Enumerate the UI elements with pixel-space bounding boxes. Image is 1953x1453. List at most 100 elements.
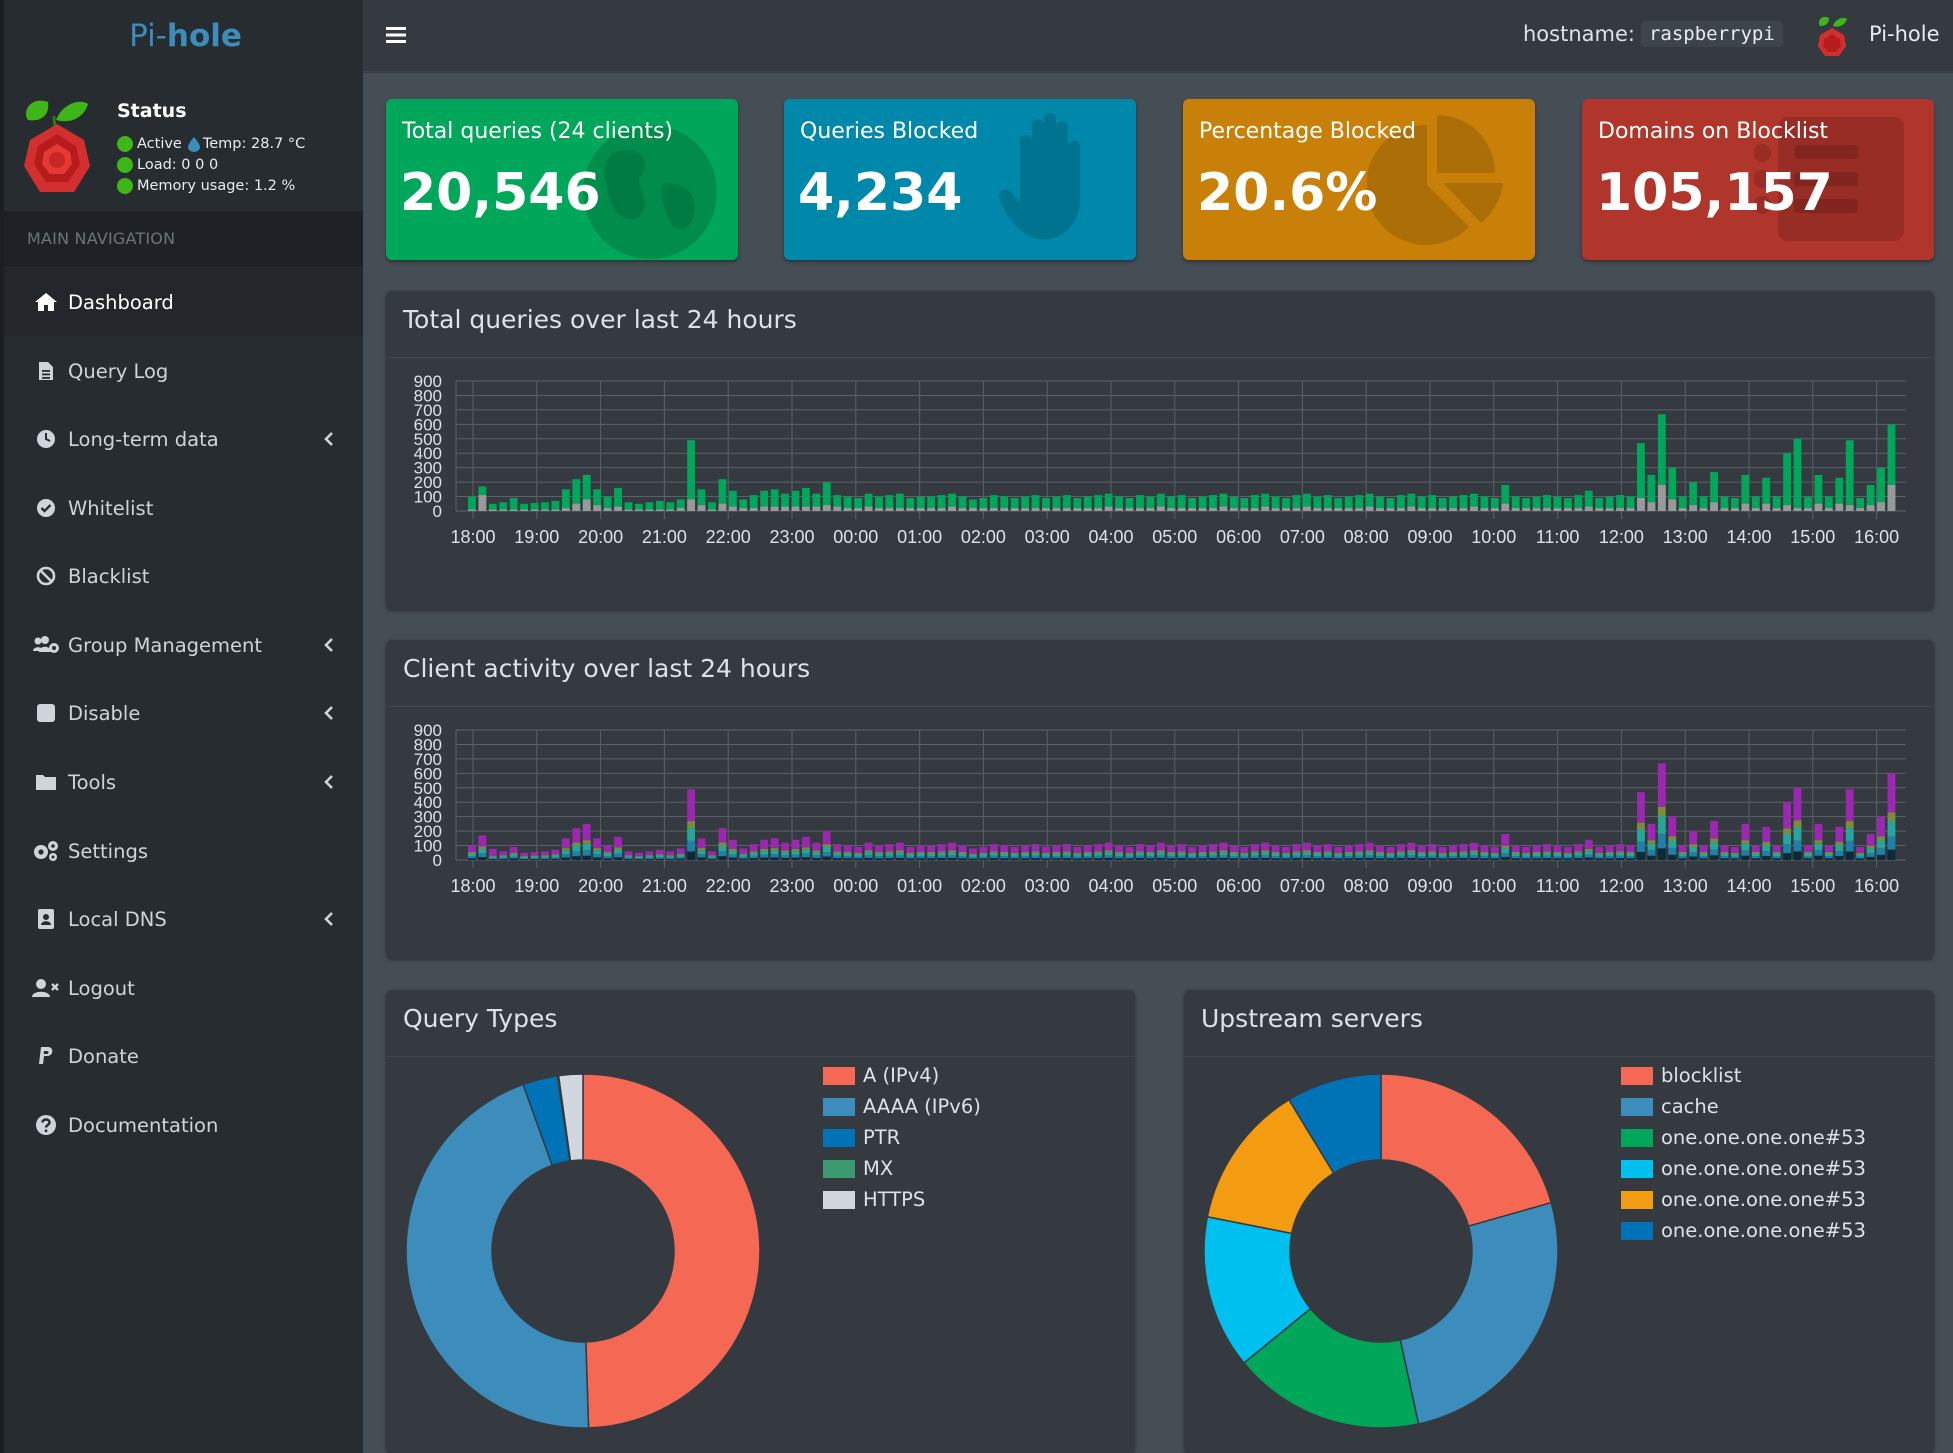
bar-permitted [708,502,716,511]
bar-client-segment [603,852,612,854]
legend-item[interactable]: AAAA (IPv6) [823,1091,981,1122]
legend-item[interactable]: one.one.one.one#53 [1621,1215,1866,1246]
bar-client-segment [1167,858,1176,860]
legend-item[interactable]: PTR [823,1122,981,1153]
sidebar-item-local-dns[interactable]: Local DNS [4,885,367,953]
sidebar-item-donate[interactable]: Donate [4,1022,367,1090]
bar-client-segment [624,856,633,858]
pie-chart-icon [1367,115,1503,245]
sidebar-item-dashboard[interactable]: Dashboard [4,268,367,336]
legend-item[interactable]: cache [1621,1091,1866,1122]
bar-client-segment [1042,852,1050,855]
legend-item[interactable]: HTTPS [823,1184,981,1215]
hamburger-menu-icon[interactable] [385,24,407,46]
bar-client-segment [885,858,894,860]
sidebar-item-long-term-data[interactable]: Long-term data [4,405,367,473]
bar-client-segment [561,857,570,860]
user-menu-link[interactable]: Pi-hole [1869,22,1940,46]
sidebar-item-blacklist[interactable]: Blacklist [4,542,367,610]
percentage-blocked-box[interactable]: Percentage Blocked 20.6% [1183,99,1535,260]
bar-blocked [1720,508,1729,511]
bar-client-segment [1459,851,1468,853]
bar-blocked [906,508,915,511]
bar-client-segment [864,842,873,851]
sidebar-item-disable[interactable]: Disable [4,679,367,747]
bar-permitted [1250,495,1259,511]
total-queries-box[interactable]: Total queries (24 clients) 20,546 [386,99,738,260]
bar-permitted [718,479,727,511]
bar-client-segment [1522,856,1531,859]
domains-blocklist-box[interactable]: Domains on Blocklist 105,157 [1582,99,1934,260]
bar-client-segment [1031,855,1040,859]
sidebar-item-settings[interactable]: Settings [4,817,367,885]
bar-client-segment [1052,858,1061,860]
sidebar-item-tools[interactable]: Tools [4,748,367,816]
x-tick-label: 20:00 [578,527,623,547]
x-tick-label: 07:00 [1280,876,1325,896]
bar-permitted [749,495,758,511]
bar-client-segment [1637,829,1645,842]
bar-client-segment [1595,854,1604,857]
brand-logo-link[interactable]: Pi-hole [4,0,367,72]
bar-permitted [948,493,956,511]
total-queries-value: 20,546 [400,163,601,223]
sidebar-item-documentation[interactable]: Documentation [4,1091,367,1159]
user-avatar-icon[interactable] [1815,14,1849,58]
bar-client-segment [1877,836,1885,841]
bar-client-segment [1146,845,1155,853]
sidebar: Pi-hole Status Active Temp: 28.7 °C Load… [0,0,367,1453]
bar-client-segment [708,851,716,856]
bar-permitted [1438,498,1447,511]
bar-client-segment [1271,858,1280,860]
legend-item[interactable]: A (IPv4) [823,1060,981,1091]
y-tick-label: 700 [414,750,442,769]
bar-client-segment [1647,840,1656,844]
bar-permitted [687,440,696,511]
sidebar-item-whitelist[interactable]: Whitelist [4,474,367,542]
bar-client-segment [854,852,863,855]
bar-client-segment [1386,847,1395,853]
bar-client-segment [958,858,967,860]
y-tick-label: 500 [414,430,442,449]
legend-label: MX [863,1157,894,1180]
legend-item[interactable]: one.one.one.one#53 [1621,1122,1866,1153]
queries-blocked-box[interactable]: Queries Blocked 4,234 [784,99,1136,260]
legend-item[interactable]: blocklist [1621,1060,1866,1091]
bar-permitted [1417,496,1426,511]
x-tick-label: 04:00 [1088,527,1133,547]
legend-item[interactable]: one.one.one.one#53 [1621,1153,1866,1184]
bar-client-segment [499,851,508,856]
bar-blocked [1595,508,1604,511]
sidebar-item-label: Local DNS [68,907,167,931]
legend-item[interactable]: MX [823,1153,981,1184]
bar-client-segment [1219,857,1228,860]
bar-client-segment [1710,838,1718,843]
bar-permitted [1814,474,1823,511]
bar-blocked [697,505,706,511]
upstream-servers-doughnut-chart[interactable] [1184,990,1934,1453]
bar-client-segment [1282,858,1290,860]
bar-permitted [1219,493,1228,511]
sidebar-item-group-management[interactable]: Group Management [4,611,367,679]
x-tick-label: 16:00 [1854,876,1899,896]
bar-client-segment [1271,853,1280,857]
bar-client-segment [1209,855,1217,859]
bar-client-segment [1877,854,1885,860]
bar-client-segment [1303,857,1311,860]
bar-client-segment [697,854,706,858]
x-tick-label: 23:00 [769,527,814,547]
upstream-servers-card: Upstream servers blocklist cache one.one.o… [1184,990,1934,1453]
bar-client-segment [1083,858,1092,860]
bar-blocked [614,506,622,511]
query-types-doughnut-chart[interactable] [386,990,1135,1453]
legend-label: PTR [863,1126,901,1149]
sidebar-item-logout[interactable]: Logout [4,954,367,1022]
bar-client-segment [1553,852,1562,854]
sidebar-item-query-log[interactable]: Query Log [4,337,367,405]
x-tick-label: 13:00 [1663,876,1708,896]
legend-item[interactable]: one.one.one.one#53 [1621,1184,1866,1215]
bar-client-segment [1271,856,1280,859]
bar-client-segment [1219,850,1228,853]
